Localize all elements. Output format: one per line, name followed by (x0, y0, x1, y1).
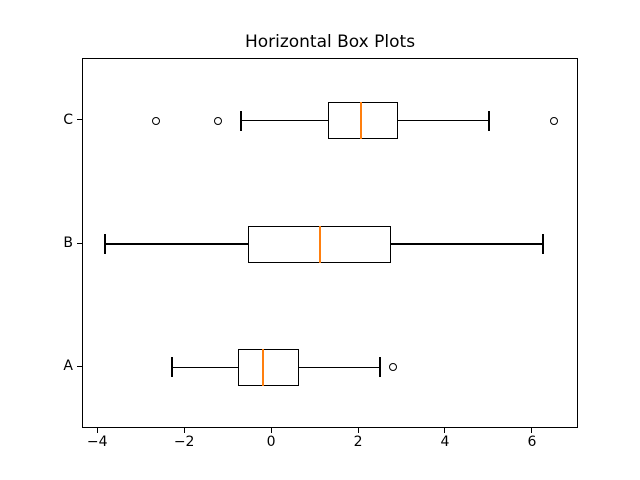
box-A (238, 348, 300, 386)
x-tick-label: 0 (266, 434, 276, 450)
whisker-high-line (299, 366, 380, 369)
whisker-low-line (241, 119, 329, 122)
whisker-high-cap (542, 234, 544, 254)
median-line-C (360, 102, 363, 140)
median-line-B (318, 225, 321, 263)
whisker-low-line (105, 243, 249, 245)
x-axis-tick (183, 428, 185, 433)
whisker-low-cap (240, 110, 242, 131)
x-axis-tick (270, 428, 272, 433)
x-tick-label: −2 (173, 434, 195, 450)
flier-point (152, 116, 161, 125)
x-tick-label: −4 (86, 434, 108, 450)
y-axis-tick (77, 242, 82, 244)
y-tick-label: A (63, 358, 73, 375)
chart-title: Horizontal Box Plots (244, 32, 416, 52)
flier-point (549, 116, 558, 125)
y-tick-label: C (63, 111, 73, 128)
x-tick-label: 4 (440, 434, 450, 450)
whisker-low-cap (171, 357, 173, 378)
whisker-high-cap (379, 357, 381, 378)
x-axis-tick (96, 428, 98, 433)
whisker-high-line (398, 119, 489, 122)
x-axis-tick (531, 428, 533, 433)
median-line-A (261, 348, 264, 386)
y-tick-label: B (63, 235, 73, 251)
plot-area (82, 58, 578, 428)
whisker-low-line (172, 366, 239, 369)
whisker-high-cap (488, 110, 490, 131)
flier-point (388, 363, 397, 372)
box-C (328, 102, 399, 140)
x-axis-tick (444, 428, 446, 433)
whisker-low-cap (104, 234, 106, 254)
x-tick-label: 6 (527, 434, 537, 450)
y-axis-tick (77, 119, 82, 121)
whisker-high-line (391, 243, 543, 245)
x-axis-tick (357, 428, 359, 433)
y-axis-tick (77, 365, 82, 367)
x-tick-label: 2 (353, 434, 363, 450)
flier-point (214, 116, 223, 125)
